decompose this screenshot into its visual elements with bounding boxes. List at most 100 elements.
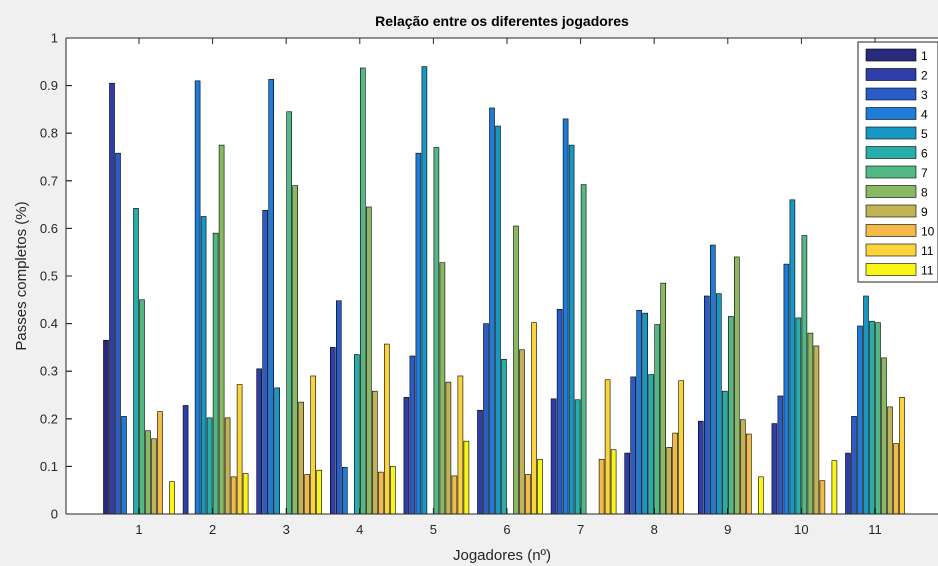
bar — [292, 185, 299, 515]
bar — [415, 152, 422, 515]
bar — [316, 469, 323, 515]
bar — [851, 416, 857, 515]
legend: 1 2 3 4 5 6 7 8 9 10 11 11 — [857, 41, 938, 283]
bar — [654, 324, 661, 515]
bar — [875, 322, 881, 515]
bar — [893, 443, 899, 515]
bar — [298, 401, 305, 515]
x-tick-label: 8 — [651, 522, 658, 537]
bar — [771, 423, 778, 515]
bar — [887, 406, 893, 515]
bar — [389, 466, 396, 515]
bar — [831, 460, 838, 515]
bar — [795, 317, 802, 515]
x-tick-label: 1 — [135, 522, 142, 537]
bar — [801, 235, 808, 515]
bar — [648, 374, 655, 515]
legend-label: 4 — [921, 108, 928, 122]
legend-label: 11 — [921, 244, 934, 258]
x-tick-label: 10 — [794, 522, 808, 537]
bar — [274, 387, 281, 515]
bars-group — [103, 66, 905, 515]
legend-swatch — [865, 68, 917, 81]
y-tick-label: 0.9 — [40, 78, 58, 93]
bar — [145, 430, 151, 515]
bar — [483, 323, 489, 515]
bar — [666, 447, 673, 515]
bar — [537, 458, 543, 515]
bar — [451, 475, 458, 515]
bar — [733, 256, 740, 515]
bar — [103, 339, 109, 515]
bar — [531, 322, 537, 515]
bar — [139, 299, 145, 515]
legend-swatch — [865, 185, 917, 198]
bar — [899, 397, 905, 515]
legend-swatch — [865, 146, 917, 159]
bar — [783, 263, 790, 515]
bar — [194, 80, 201, 515]
bar — [501, 358, 507, 515]
x-tick-label: 2 — [209, 522, 216, 537]
chart-title: Relação entre os diferentes jogadores — [375, 13, 629, 29]
legend-label: 11 — [921, 264, 934, 278]
bar — [457, 375, 464, 515]
legend-label: 2 — [921, 69, 928, 83]
bar — [624, 452, 631, 515]
y-tick-label: 0.2 — [40, 411, 58, 426]
bar — [672, 432, 679, 515]
bar — [574, 399, 581, 515]
bar — [421, 66, 428, 515]
bar — [703, 295, 710, 515]
legend-swatch — [865, 87, 917, 101]
bar — [477, 409, 483, 515]
legend-swatch — [865, 204, 917, 218]
bar — [335, 300, 342, 515]
bar — [598, 458, 605, 515]
bar — [256, 368, 263, 515]
x-tick-label: 3 — [283, 522, 290, 537]
bar — [495, 125, 501, 515]
bar — [409, 355, 416, 515]
x-tick-label: 9 — [724, 522, 731, 537]
y-tick-label: 0.6 — [40, 221, 58, 236]
x-tick-label: 4 — [356, 522, 363, 537]
bar — [371, 390, 378, 515]
bar — [109, 82, 115, 515]
y-axis-label: Passes completos (%) — [13, 201, 30, 350]
bar — [242, 473, 249, 515]
x-axis-label: Jogadores (nº) — [453, 547, 551, 564]
bar — [403, 397, 410, 515]
y-tick-label: 0.5 — [40, 269, 58, 284]
y-tick-label: 0 — [51, 507, 58, 522]
x-tick-label: 11 — [868, 522, 882, 537]
legend-label: 7 — [921, 166, 928, 180]
x-tick-label: 6 — [503, 522, 510, 537]
y-tick-label: 1 — [51, 31, 58, 46]
bar — [739, 419, 746, 515]
bar — [212, 232, 219, 515]
legend-label: 5 — [921, 127, 928, 141]
bar — [133, 208, 139, 515]
bar — [439, 262, 446, 515]
bar — [218, 144, 225, 515]
bar — [789, 199, 796, 515]
bar — [151, 438, 157, 515]
bar — [745, 433, 752, 515]
x-tick-label: 7 — [577, 522, 584, 537]
bar — [359, 67, 366, 515]
bar — [383, 343, 390, 515]
bar — [678, 380, 685, 515]
bar — [813, 345, 820, 515]
bar — [610, 449, 617, 515]
bar — [525, 474, 531, 515]
bar — [304, 474, 311, 515]
bar — [182, 405, 189, 515]
bar — [568, 144, 575, 515]
y-tick-label: 0.1 — [40, 459, 58, 474]
bar — [660, 282, 667, 515]
bar — [556, 309, 563, 515]
bar — [169, 481, 175, 515]
bar — [224, 417, 231, 515]
